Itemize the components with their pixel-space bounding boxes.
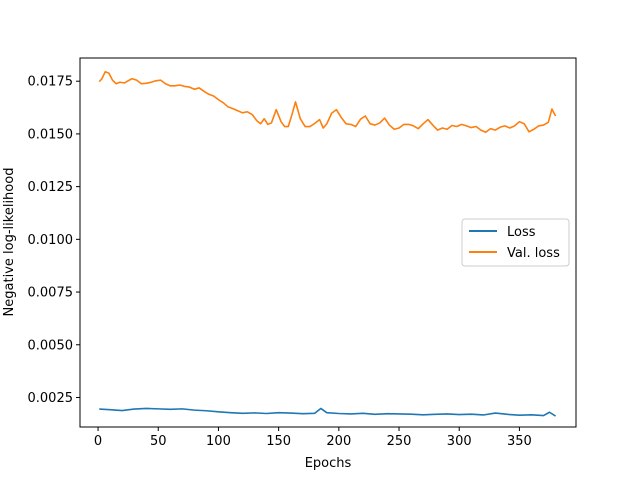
x-tick-label: 350 [507, 434, 532, 449]
x-tick-label: 200 [326, 434, 351, 449]
y-tick-label: 0.0100 [28, 233, 74, 248]
series-layer [98, 70, 557, 417]
x-tick-label: 50 [150, 434, 167, 449]
x-axis: 0 50 100 150 200 250 300 350 [94, 427, 532, 449]
y-tick-label: 0.0075 [28, 286, 74, 301]
x-tick-label: 100 [206, 434, 231, 449]
legend: Loss Val. loss [461, 218, 570, 267]
x-axis-title: Epochs [305, 456, 352, 471]
y-axis-title: Negative log-likelihood [2, 168, 17, 317]
y-tick-label: 0.0125 [28, 180, 74, 195]
legend-label-loss: Loss [507, 225, 536, 240]
y-tick-label: 0.0025 [28, 391, 74, 406]
y-axis: 0.0025 0.0050 0.0075 0.0100 0.0125 0.0150 0.01… [28, 75, 80, 406]
axes-frame [79, 57, 577, 428]
x-tick-label: 250 [387, 434, 412, 449]
x-tick-label: 300 [447, 434, 472, 449]
series-line-loss [99, 407, 556, 417]
x-tick-label: 0 [94, 434, 102, 449]
y-tick-label: 0.0050 [28, 338, 74, 353]
series-line-val-loss [98, 70, 557, 134]
y-tick-label: 0.0175 [28, 75, 74, 90]
legend-label-val-loss: Val. loss [507, 246, 560, 261]
y-tick-label: 0.0150 [28, 127, 74, 142]
x-tick-label: 150 [266, 434, 291, 449]
